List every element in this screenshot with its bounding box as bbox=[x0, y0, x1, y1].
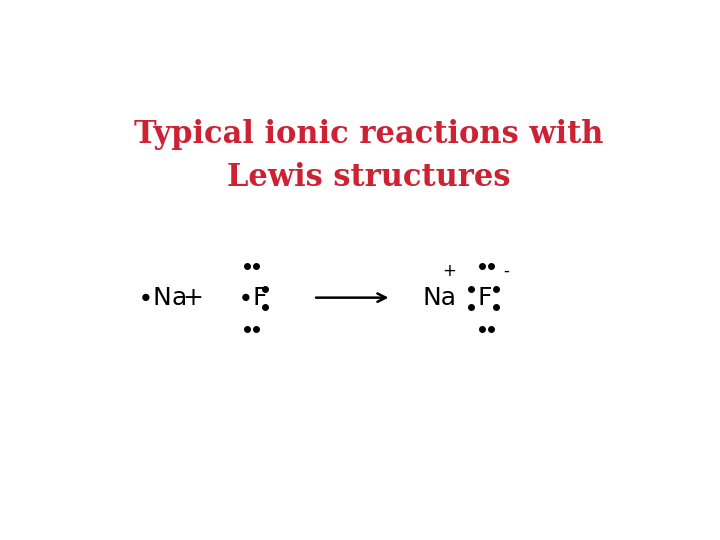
Text: $\bullet$F: $\bullet$F bbox=[237, 286, 267, 309]
Text: +: + bbox=[442, 261, 456, 280]
Text: F: F bbox=[478, 286, 492, 309]
Text: -: - bbox=[503, 261, 508, 280]
Text: $\bullet$Na: $\bullet$Na bbox=[138, 286, 186, 309]
Text: Na: Na bbox=[422, 286, 456, 309]
Text: +: + bbox=[183, 286, 204, 309]
Text: Typical ionic reactions with
Lewis structures: Typical ionic reactions with Lewis struc… bbox=[134, 119, 604, 193]
